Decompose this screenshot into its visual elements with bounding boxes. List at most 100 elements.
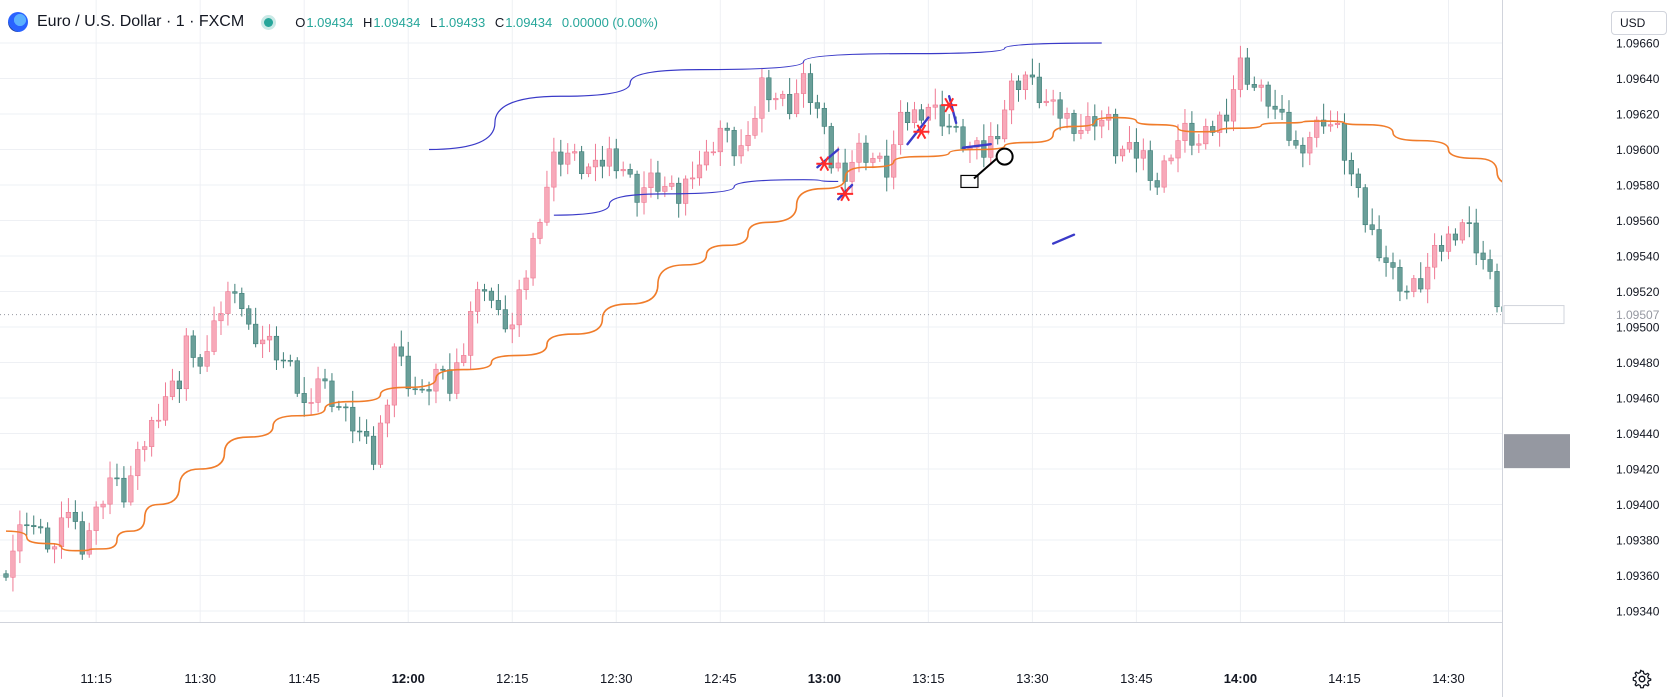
candle-body [1189, 122, 1195, 146]
candle [481, 283, 488, 302]
candle [45, 522, 51, 553]
candle-body [585, 166, 592, 174]
candle-body [814, 102, 820, 109]
price-axis-background [1502, 0, 1677, 697]
candle [239, 287, 245, 317]
candle-body [925, 106, 931, 121]
candle [1022, 71, 1029, 100]
candle-body [1251, 84, 1257, 88]
candle-body [1099, 119, 1105, 127]
upper-curve-drawing [429, 42, 1102, 151]
candle-body [1487, 259, 1493, 272]
candle-body [1154, 180, 1160, 188]
candle [190, 330, 196, 368]
candle [364, 419, 370, 444]
candle [377, 415, 384, 468]
candle-body [1327, 124, 1334, 127]
candle [974, 137, 980, 160]
low-key: L [429, 14, 438, 30]
candle [738, 129, 744, 164]
candle [1397, 259, 1403, 302]
candle-body [1341, 122, 1348, 161]
candle [329, 373, 335, 413]
candle-body [294, 360, 300, 394]
candle [86, 522, 92, 558]
candle [918, 104, 925, 124]
candle-body [988, 136, 994, 158]
time-tick-label: 13:15 [912, 671, 945, 686]
candle-body [849, 161, 855, 182]
price-tick-label: 1.09540 [1616, 250, 1660, 264]
settings-gear-icon[interactable] [1631, 668, 1653, 690]
candle [800, 61, 807, 108]
candle-body [1057, 99, 1063, 119]
candle-body [211, 320, 217, 352]
candle [766, 69, 772, 112]
candle-body [738, 145, 744, 157]
candle-body [620, 169, 626, 172]
candle [759, 67, 765, 133]
candle-body [1404, 290, 1410, 293]
candle-body [863, 142, 869, 163]
separator: · [189, 13, 195, 30]
candle-body [1022, 74, 1029, 90]
candle-body [149, 420, 155, 447]
candle [1438, 235, 1445, 262]
candle-body [932, 104, 938, 108]
candle [107, 461, 113, 515]
time-tick-label: 14:30 [1432, 671, 1465, 686]
candle-body [204, 351, 210, 367]
candle [676, 177, 682, 218]
candle-body [1029, 74, 1035, 78]
candle-body [10, 550, 16, 578]
candle-body [405, 355, 411, 390]
candle-body [731, 130, 737, 157]
candle [807, 63, 814, 115]
candle [898, 100, 904, 155]
candlestick-series [3, 45, 1569, 592]
candle [939, 90, 945, 137]
moving-average-path [5, 116, 1567, 552]
candle [301, 377, 307, 417]
candle-body [1314, 119, 1320, 138]
fxcm-logo-icon [8, 12, 28, 32]
candle-body [329, 380, 335, 407]
candle [1175, 124, 1181, 173]
candle-body [315, 378, 321, 403]
symbol-title[interactable]: Euro / U.S. Dollar · 1 · FXCM [37, 13, 244, 31]
market-status-dot[interactable] [264, 17, 274, 27]
price-axis[interactable]: 1.09660 1.09640 1.09620 1.09600 1.09580 1.095… [1502, 0, 1677, 697]
currency-button[interactable]: USD [1611, 11, 1667, 35]
candle [1043, 89, 1049, 107]
candle [495, 284, 501, 316]
candle-body [107, 477, 113, 505]
candle [703, 139, 710, 171]
time-tick-label: 11:45 [288, 671, 320, 686]
candle-body [65, 512, 72, 519]
candle [627, 163, 633, 178]
candle [1466, 206, 1472, 238]
candle [1293, 130, 1299, 149]
candle [128, 465, 134, 506]
candle [1390, 252, 1396, 280]
time-axis[interactable]: 11:15 11:30 11:45 12:00 12:15 12:30 12:45 13:00… [0, 622, 1502, 687]
candle-body [350, 406, 356, 432]
candle-body [696, 164, 703, 179]
candle [1355, 168, 1361, 198]
candle-body [474, 289, 481, 312]
candle-body [454, 362, 460, 394]
candle [1258, 79, 1264, 102]
candle [502, 295, 508, 333]
candle-body [1237, 57, 1244, 90]
candle-body [58, 517, 65, 548]
symbol-name: Euro / U.S. Dollar [37, 13, 162, 30]
candle [38, 518, 44, 534]
candle-body [377, 422, 384, 465]
candle [1452, 228, 1459, 246]
candle-body [745, 135, 751, 146]
high-value: 1.09434 [373, 14, 421, 30]
candle [474, 281, 481, 324]
candle-body [516, 289, 522, 326]
candle [863, 135, 869, 171]
